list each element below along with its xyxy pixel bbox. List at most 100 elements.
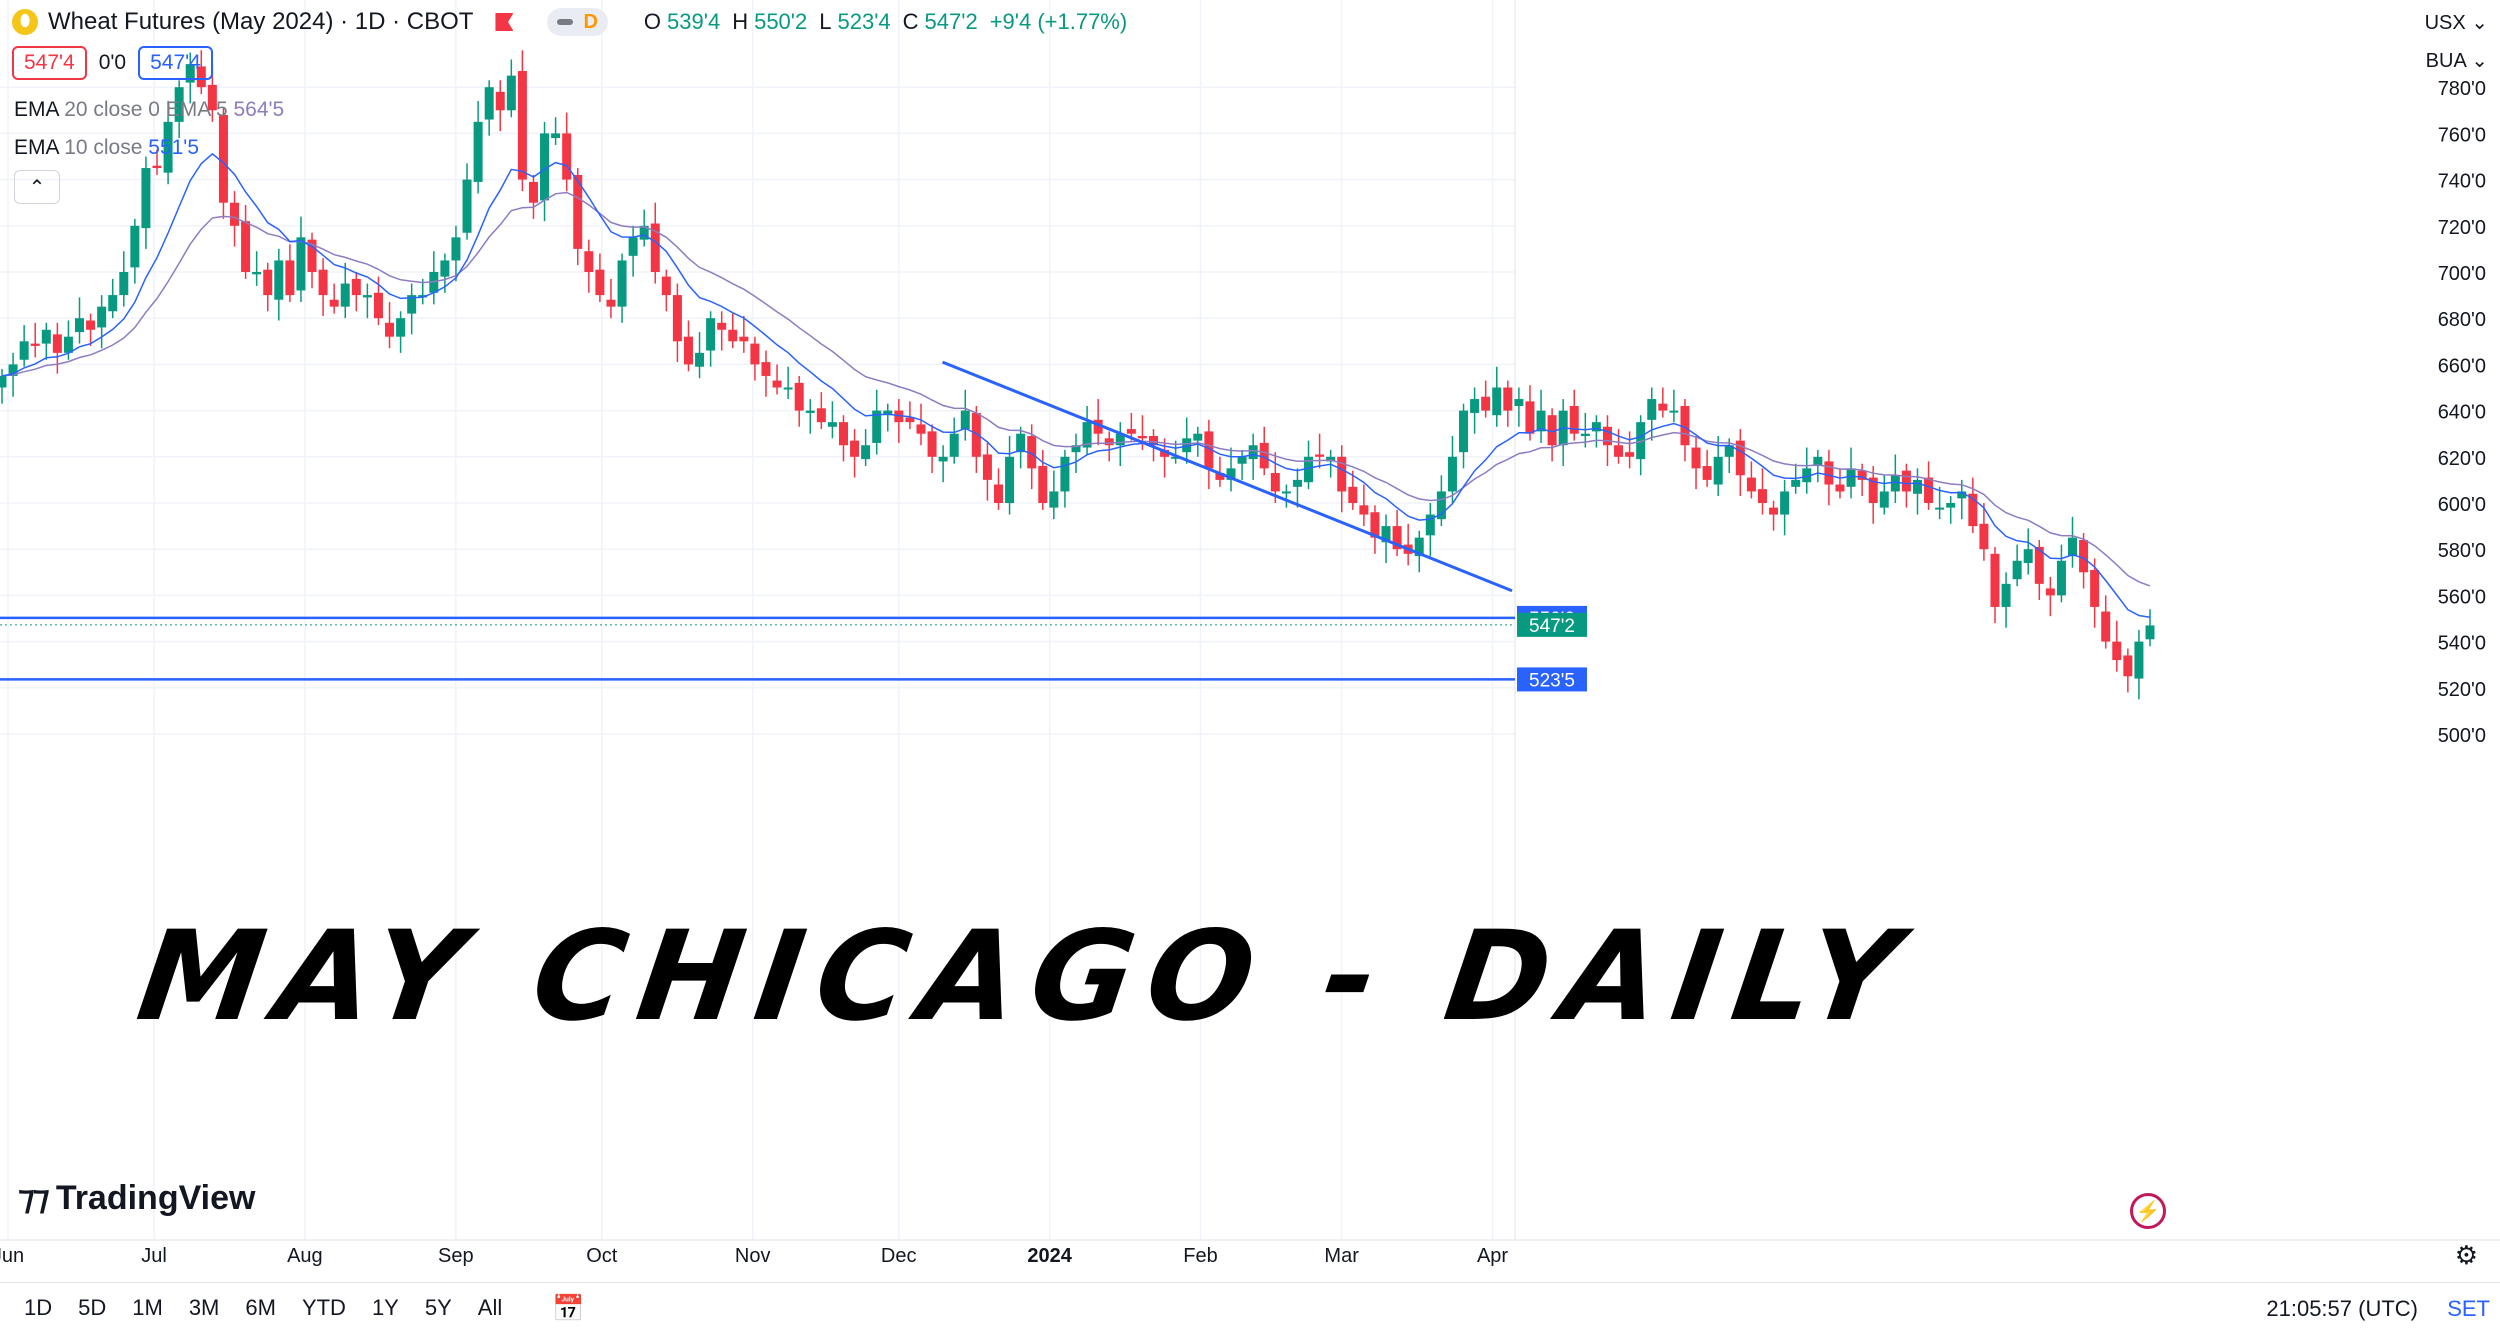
ema10-label: EMA — [14, 136, 59, 159]
candle-body — [595, 269, 605, 296]
candle-body — [1724, 445, 1734, 457]
candle-body — [451, 237, 461, 261]
candle-body — [1912, 479, 1922, 494]
symbol-title[interactable]: Wheat Futures (May 2024) · 1D · CBOT — [48, 8, 474, 35]
currency-selector[interactable]: USX ⌄ — [2424, 12, 2488, 34]
y-tick-label: 760'0 — [2438, 124, 2486, 146]
candle-body — [1005, 456, 1015, 503]
candle-body — [1879, 491, 1889, 508]
candle-body — [1968, 493, 1978, 527]
candle-body — [2123, 655, 2133, 677]
candle-body — [1160, 449, 1170, 457]
candle-body — [1890, 475, 1900, 492]
candle-body — [440, 260, 450, 277]
candle-body — [1414, 537, 1424, 557]
candle-body — [1326, 456, 1336, 462]
candle-body — [1270, 472, 1280, 492]
range-button-5d[interactable]: 5D — [78, 1295, 107, 1320]
candle-body — [1115, 433, 1125, 446]
candle-body — [1348, 486, 1358, 503]
range-button-1m[interactable]: 1M — [132, 1295, 163, 1320]
range-button-all[interactable]: All — [477, 1295, 503, 1320]
sell-price-button[interactable]: 547'4 — [12, 46, 87, 80]
wheat-icon: ⬮ — [12, 9, 38, 35]
candle-body — [1713, 456, 1723, 485]
last-price-tag — [1517, 612, 1587, 637]
ema20-legend[interactable]: EMA 20 close 0 EMA 5 564'5 — [14, 98, 284, 122]
unit-selector[interactable]: BUA ⌄ — [2425, 50, 2488, 72]
ema10-legend[interactable]: EMA 10 close 551'5 — [14, 136, 199, 160]
candle-body — [728, 329, 738, 342]
range-button-1d[interactable]: 1D — [24, 1295, 53, 1320]
candle-body — [960, 410, 970, 430]
candle-body — [1126, 429, 1136, 434]
gear-icon[interactable]: ⚙ — [2454, 1240, 2478, 1270]
candle-body — [1093, 419, 1103, 434]
y-tick-label: 600'0 — [2438, 494, 2486, 516]
lightning-icon[interactable]: ⚡ — [2130, 1193, 2166, 1229]
ema20-line — [1, 191, 2151, 587]
range-button-6m[interactable]: 6M — [245, 1295, 276, 1320]
candle-body — [1780, 491, 1790, 515]
candle-body — [1769, 507, 1779, 515]
candle-body — [2090, 569, 2100, 607]
candle-body — [617, 260, 627, 307]
spread-value: 0'0 — [98, 51, 127, 74]
candle-body — [506, 75, 516, 111]
y-tick-label: 720'0 — [2438, 217, 2486, 239]
candle-body — [185, 64, 195, 83]
ema10-line — [1, 152, 2151, 619]
clock-readout[interactable]: 21:05:57 (UTC) — [2266, 1296, 2418, 1321]
collapse-legend-button[interactable]: ⌃ — [14, 170, 60, 204]
symbol-header: ⬮ Wheat Futures (May 2024) · 1D · CBOT D… — [0, 0, 1133, 44]
candle-body — [1857, 470, 1867, 480]
candle-body — [606, 299, 616, 307]
candle-body — [949, 433, 959, 457]
candle-body — [551, 133, 561, 139]
candle-body — [1182, 438, 1192, 453]
settings-set-button[interactable]: SET — [2447, 1296, 2490, 1321]
candle-body — [1304, 456, 1314, 483]
close-label: C — [902, 9, 919, 34]
candle-body — [1193, 433, 1203, 441]
candle-body — [1525, 401, 1535, 434]
candle-body — [285, 260, 295, 296]
ohlc-readout: O 539'4 H 550'2 L 523'4 C 547'2 +9'4 (+1.77%… — [644, 9, 1133, 35]
candle-body — [982, 454, 992, 480]
candle-body — [1459, 410, 1469, 453]
market-status-pill[interactable]: D — [547, 8, 608, 36]
candle-body — [86, 320, 96, 330]
range-button-3m[interactable]: 3M — [188, 1295, 220, 1320]
candle-body — [218, 114, 228, 203]
buy-price-button[interactable]: 547'4 — [138, 46, 213, 80]
candle-body — [2034, 546, 2044, 584]
low-label: L — [819, 9, 832, 34]
candle-body — [1824, 461, 1834, 485]
tradingview-logo[interactable]: ⁊⁊ TradingView — [18, 1178, 255, 1218]
candle-body — [1259, 442, 1269, 469]
y-tick-label: 680'0 — [2438, 309, 2486, 331]
range-button-1y[interactable]: 1Y — [371, 1295, 399, 1320]
y-tick-label: 640'0 — [2438, 402, 2486, 424]
high-value: 550'2 — [754, 9, 808, 34]
candle-body — [584, 251, 594, 272]
calendar-icon[interactable]: 📅 — [552, 1292, 585, 1323]
candle-body — [495, 91, 505, 111]
candle-body — [296, 237, 306, 291]
candle-body — [1248, 445, 1258, 460]
candle-body — [927, 431, 937, 457]
candle-body — [1237, 456, 1247, 464]
candle-body — [1924, 477, 1934, 503]
range-button-5y[interactable]: 5Y — [424, 1295, 452, 1320]
y-tick-label: 520'0 — [2438, 679, 2486, 701]
range-buttons: 1D 5D 1M 3M 6M YTD 1Y 5Y All — [24, 1295, 502, 1321]
candle-body — [340, 283, 350, 307]
candle-body — [1292, 479, 1302, 487]
candle-body — [1602, 426, 1612, 446]
trendline[interactable] — [941, 360, 1513, 593]
flag-icon[interactable] — [495, 13, 514, 31]
range-button-ytd[interactable]: YTD — [301, 1295, 346, 1320]
candle-body — [8, 364, 18, 376]
x-tick-label: Dec — [881, 1245, 917, 1267]
